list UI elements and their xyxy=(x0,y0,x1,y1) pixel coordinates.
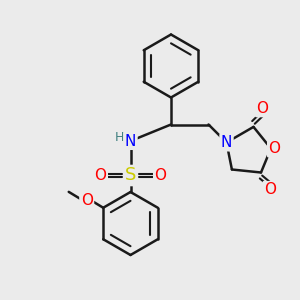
Text: O: O xyxy=(264,182,276,197)
Text: O: O xyxy=(256,101,268,116)
Text: H: H xyxy=(114,131,124,144)
Text: O: O xyxy=(268,141,280,156)
Text: O: O xyxy=(154,168,166,183)
Text: N: N xyxy=(221,135,232,150)
Text: N: N xyxy=(125,134,136,148)
Text: O: O xyxy=(94,168,106,183)
Text: S: S xyxy=(125,167,136,184)
Text: O: O xyxy=(81,193,93,208)
